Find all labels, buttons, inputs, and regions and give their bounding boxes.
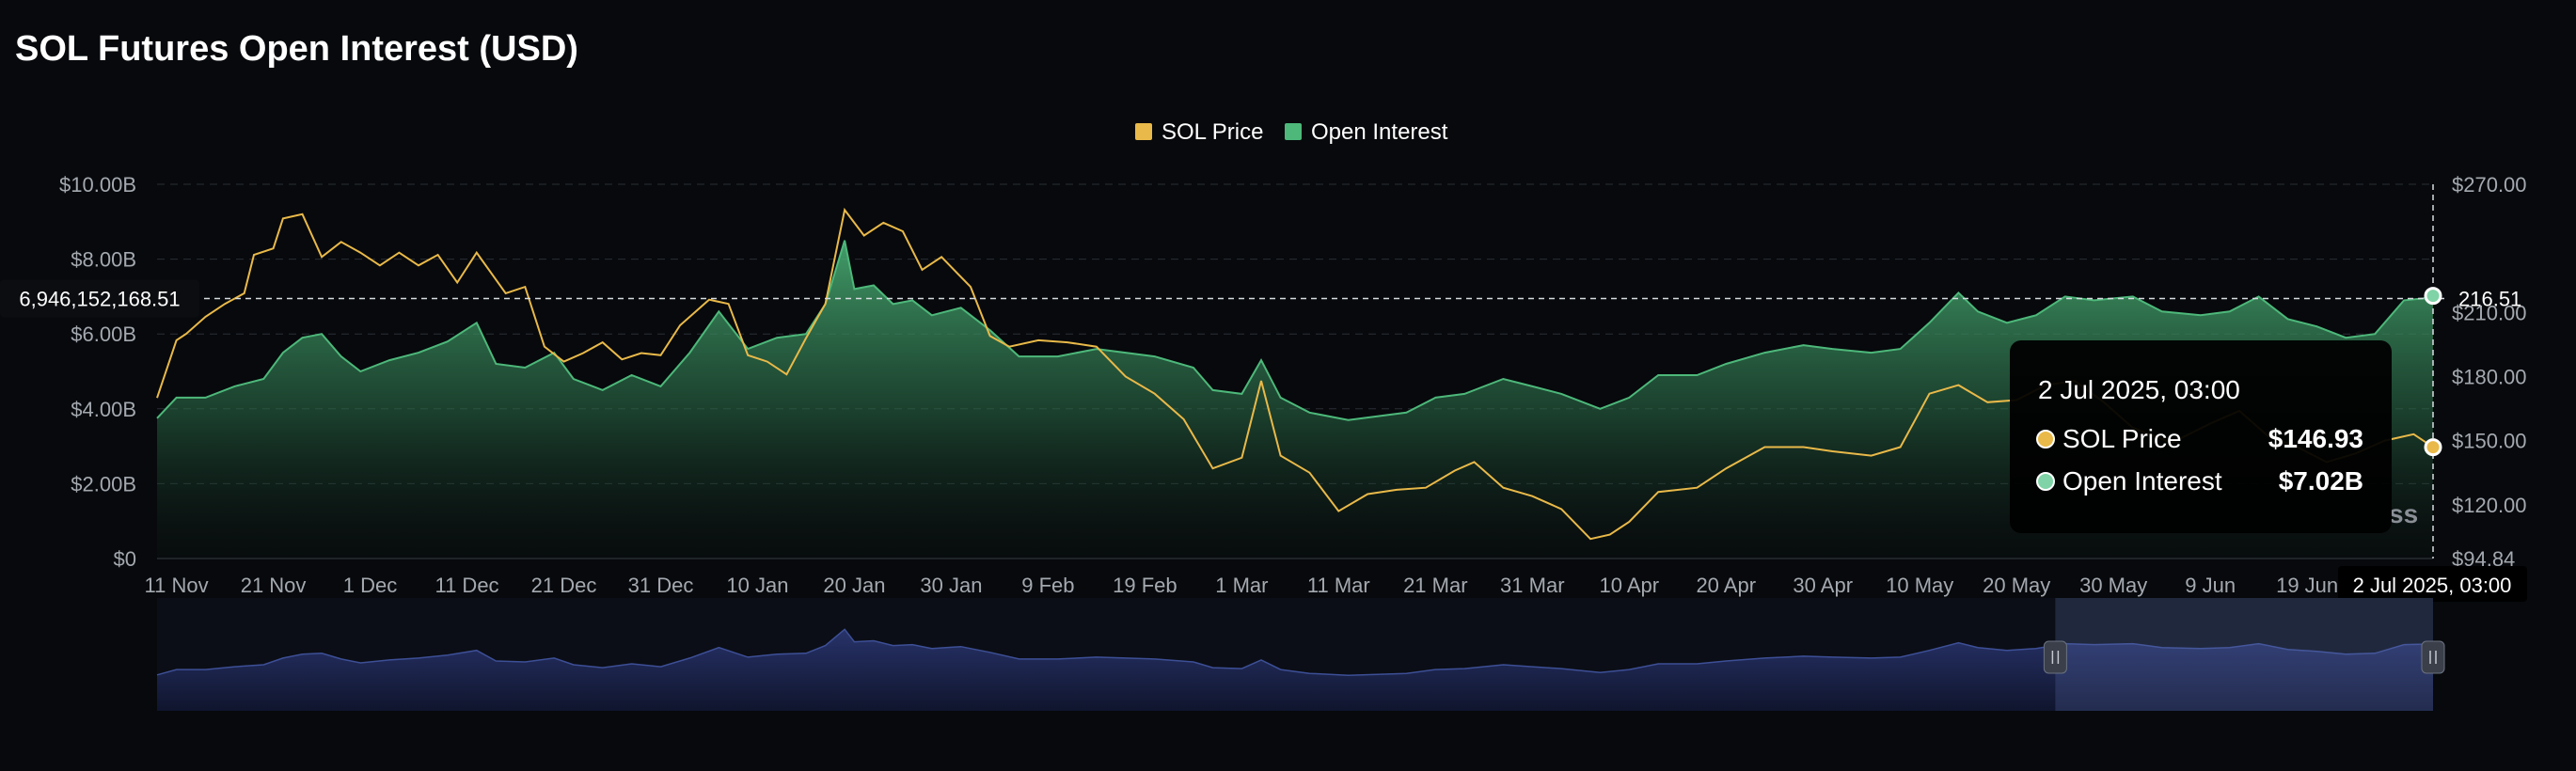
navigator-handle-left[interactable] — [2043, 640, 2067, 674]
x-tick-label-21: 9 Jun — [2185, 574, 2236, 597]
open-interest-line — [156, 240, 2434, 421]
crosshair-right-label: 216.51 — [2458, 288, 2521, 311]
x-axis: 11 Nov 21 Nov 1 Dec 11 Dec 21 Dec 31 Dec 10 Ja… — [145, 574, 2339, 597]
crosshair-x-label: 2 Jul 2025, 03:00 — [2353, 574, 2512, 597]
tooltip-label-1: Open Interest — [2062, 466, 2222, 496]
sol-price-line — [156, 207, 2434, 541]
x-tick-label-14: 31 Mar — [1500, 574, 1564, 597]
x-tick-label-13: 21 Mar — [1403, 574, 1467, 597]
x-tick-label-9: 9 Feb — [1021, 574, 1074, 597]
x-tick-label-19: 20 May — [1983, 574, 2050, 597]
x-tick-label-2: 1 Dec — [343, 574, 397, 597]
range-navigator[interactable] — [156, 598, 2445, 711]
left-tick-label-1: $2.00B — [71, 472, 136, 496]
tooltip-title: 2 Jul 2025, 03:00 — [2038, 375, 2240, 404]
legend-label-0: SOL Price — [1162, 119, 1263, 145]
left-axis: $0 $2.00B $4.00B $6.00B $8.00B $10.00B — [59, 173, 136, 571]
crosshair: 6,946,152,168.51 216.51 2 Jul 2025, 03:00 — [0, 184, 2527, 602]
x-tick-label-3: 11 Dec — [435, 574, 498, 597]
tooltip: 2 Jul 2025, 03:00 SOL Price $146.93 Open In… — [2010, 340, 2392, 533]
navigator-selection — [2055, 598, 2433, 711]
x-tick-label-16: 20 Apr — [1696, 574, 1756, 597]
x-tick-label-12: 11 Mar — [1307, 574, 1370, 597]
navigator-area — [157, 629, 2433, 711]
right-tick-label-2: $150.00 — [2452, 430, 2527, 453]
x-tick-label-15: 10 Apr — [1599, 574, 1659, 597]
x-tick-label-11: 1 Mar — [1215, 574, 1268, 597]
legend-label-1: Open Interest — [1311, 119, 1448, 145]
right-tick-label-6: $270.00 — [2452, 173, 2527, 197]
legend: SOL Price Open Interest — [1135, 119, 1448, 145]
right-axis: $94.84$120.00$150.00$180.00$210.00$270.0… — [2452, 173, 2527, 571]
x-tick-label-6: 10 Jan — [726, 574, 788, 597]
right-tick-label-4: $210.00 — [2452, 301, 2527, 324]
watermark-text: ss — [2389, 499, 2418, 528]
x-tick-label-8: 30 Jan — [920, 574, 982, 597]
tooltip-dot-1 — [2036, 472, 2055, 491]
x-tick-label-5: 31 Dec — [628, 574, 694, 597]
x-tick-label-7: 20 Jan — [823, 574, 885, 597]
navigator-handle-right[interactable] — [2421, 640, 2445, 674]
tooltip-value-0: $146.93 — [2268, 424, 2363, 453]
x-tick-label-10: 19 Feb — [1113, 574, 1177, 597]
tooltip-box — [2010, 340, 2392, 533]
crosshair-x-bg — [2338, 566, 2527, 602]
left-tick-label-4: $8.00B — [71, 248, 136, 272]
sol-price-point — [2424, 438, 2442, 457]
open-interest-area — [157, 240, 2433, 559]
legend-swatch-1 — [1285, 123, 1302, 140]
left-tick-label-5: $10.00B — [59, 173, 136, 197]
x-tick-label-20: 30 May — [2079, 574, 2147, 597]
tooltip-value-1: $7.02B — [2279, 466, 2363, 496]
x-tick-label-17: 30 Apr — [1793, 574, 1853, 597]
x-tick-label-1: 21 Nov — [241, 574, 307, 597]
left-tick-label-2: $4.00B — [71, 398, 136, 421]
tooltip-dot-0 — [2036, 430, 2055, 448]
x-tick-label-22: 19 Jun — [2276, 574, 2338, 597]
left-tick-label-3: $6.00B — [71, 323, 136, 346]
right-tick-label-3: $180.00 — [2452, 365, 2527, 388]
x-tick-label-0: 11 Nov — [145, 574, 209, 597]
chart-title: SOL Futures Open Interest (USD) — [15, 29, 578, 69]
open-interest-point — [2424, 287, 2442, 306]
tooltip-label-0: SOL Price — [2062, 424, 2182, 453]
legend-swatch-0 — [1135, 123, 1152, 140]
crosshair-left-bg — [0, 279, 199, 318]
x-tick-label-18: 10 May — [1886, 574, 1953, 597]
x-tick-label-4: 21 Dec — [531, 574, 597, 597]
crosshair-left-label: 6,946,152,168.51 — [19, 288, 180, 311]
right-tick-label-1: $120.00 — [2452, 494, 2527, 517]
left-tick-label-0: $0 — [114, 547, 136, 571]
